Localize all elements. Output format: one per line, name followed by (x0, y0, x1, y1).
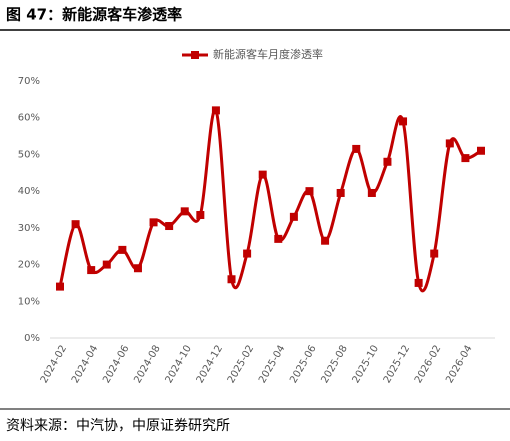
point-marker (180, 207, 189, 216)
y-tick-label: 10% (18, 296, 40, 307)
x-tick-label: 2024-08 (132, 344, 162, 386)
x-tick: 2026-02 (413, 344, 443, 386)
x-tick: 2024-02 (39, 344, 69, 386)
x-tick: 2025-06 (288, 344, 318, 386)
point-marker (383, 157, 392, 166)
source-note: 资料来源：中汽协，中原证券研究所 (6, 418, 230, 434)
point-marker (461, 154, 470, 163)
legend-label: 新能源客车月度渗透率 (213, 47, 323, 61)
point-marker (367, 188, 376, 197)
y-tick-label: 40% (18, 186, 40, 197)
x-tick: 2024-04 (70, 344, 100, 386)
point-marker (274, 234, 283, 243)
x-tick-label: 2025-08 (319, 344, 349, 386)
x-tick: 2024-10 (164, 344, 194, 386)
series-line (58, 108, 482, 293)
point-marker (477, 146, 485, 155)
x-tick-label: 2024-02 (39, 344, 69, 386)
point-marker (118, 245, 127, 254)
x-tick: 2024-06 (101, 344, 131, 386)
x-tick-label: 2024-06 (101, 344, 131, 386)
point-marker (258, 170, 267, 179)
x-tick-label: 2026-04 (444, 344, 474, 386)
x-tick-label: 2025-04 (257, 344, 287, 386)
x-tick: 2024-08 (132, 344, 162, 386)
point-marker (149, 218, 158, 227)
point-marker (211, 106, 220, 115)
point-marker (87, 266, 96, 275)
x-tick-label: 2024-12 (195, 344, 225, 386)
point-marker (196, 211, 205, 220)
y-tick-label: 50% (18, 149, 40, 160)
point-marker (165, 222, 174, 231)
x-tick: 2025-08 (319, 344, 349, 386)
point-marker (289, 212, 298, 221)
y-tick-label: 70% (18, 76, 40, 87)
y-tick-label: 60% (18, 113, 40, 124)
x-tick: 2025-10 (351, 344, 381, 386)
x-tick-label: 2025-02 (226, 344, 256, 386)
x-tick: 2025-12 (382, 344, 412, 386)
y-tick-label: 20% (18, 260, 40, 271)
point-marker (56, 282, 64, 291)
x-tick: 2026-04 (444, 344, 474, 386)
x-tick-label: 2025-06 (288, 344, 318, 386)
x-tick-label: 2024-10 (164, 344, 194, 386)
x-tick-label: 2025-10 (351, 344, 381, 386)
y-tick-label: 0% (24, 333, 40, 344)
point-marker (71, 220, 80, 229)
point-marker (243, 249, 252, 258)
x-tick: 2025-04 (257, 344, 287, 386)
point-marker (305, 187, 314, 196)
x-tick: 2024-12 (195, 344, 225, 386)
point-marker (102, 260, 111, 269)
x-tick-label: 2024-04 (70, 344, 100, 386)
point-marker (445, 139, 454, 148)
x-tick: 2025-02 (226, 344, 256, 386)
x-tick-label: 2026-02 (413, 344, 443, 386)
y-tick-label: 30% (18, 223, 40, 234)
point-marker (414, 278, 423, 287)
point-marker (399, 117, 408, 126)
point-marker (227, 275, 236, 284)
point-marker (430, 249, 439, 258)
point-marker (133, 264, 142, 273)
legend-marker (191, 51, 199, 59)
point-marker (321, 236, 330, 245)
chart-title: 图 47：新能源客车渗透率 (6, 6, 182, 24)
point-marker (336, 188, 345, 197)
point-marker (352, 144, 361, 153)
x-tick-label: 2025-12 (382, 344, 412, 386)
